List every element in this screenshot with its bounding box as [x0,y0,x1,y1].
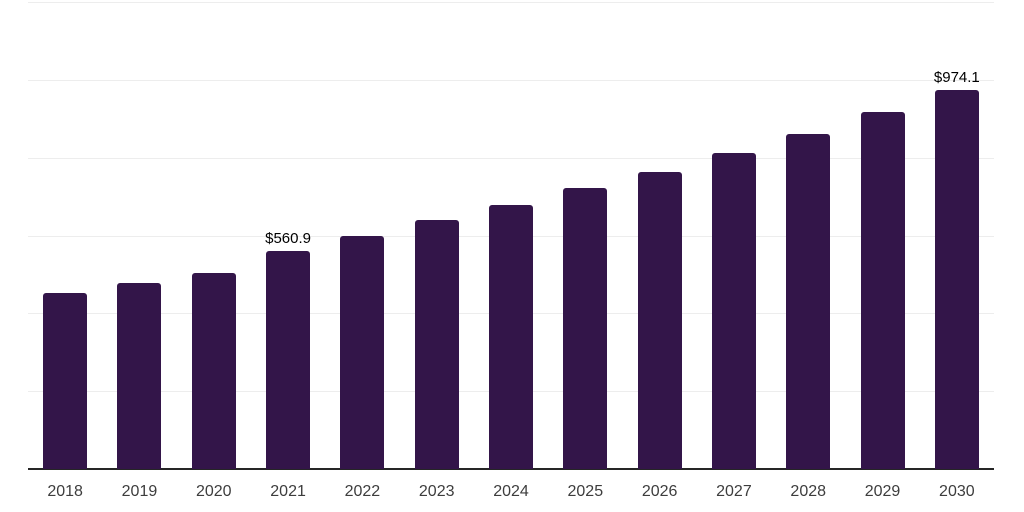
bar-2021[interactable] [266,250,311,469]
bar-2030[interactable] [934,89,979,469]
x-tick-label-2029: 2029 [864,483,901,500]
x-tick-label-2026: 2026 [641,483,678,500]
bar-2026[interactable] [637,171,682,469]
x-tick-label-2030: 2030 [939,483,975,500]
bar-2029[interactable] [860,111,905,469]
x-axis-line [28,468,994,470]
gridline-1200 [28,2,994,3]
x-tick-label-2027: 2027 [716,483,752,500]
x-tick-label-2021: 2021 [270,483,306,500]
x-tick-label-2028: 2028 [790,483,827,500]
bar-2028[interactable] [786,133,831,469]
x-tick-label-2025: 2025 [567,483,604,500]
bar-2023[interactable] [414,219,459,469]
bar-2022[interactable] [340,235,385,469]
bar-2019[interactable] [117,282,162,469]
gridline-800 [28,157,994,159]
data-label-2021: $560.9 [265,229,311,247]
x-tick-label-2019: 2019 [121,483,158,500]
bar-2020[interactable] [191,273,236,469]
x-tick-label-2023: 2023 [418,483,455,500]
bar-2018[interactable] [43,293,88,469]
bar-2024[interactable] [489,205,533,469]
gridline-1000 [28,79,994,81]
data-label-2030: $974.1 [933,68,980,86]
x-tick-label-2018: 2018 [47,483,83,500]
x-tick-label-2022: 2022 [344,483,381,500]
bar-2025[interactable] [563,188,608,469]
x-tick-label-2024: 2024 [493,483,529,500]
bar-2027[interactable] [711,152,756,469]
x-tick-label-2020: 2020 [195,483,232,500]
